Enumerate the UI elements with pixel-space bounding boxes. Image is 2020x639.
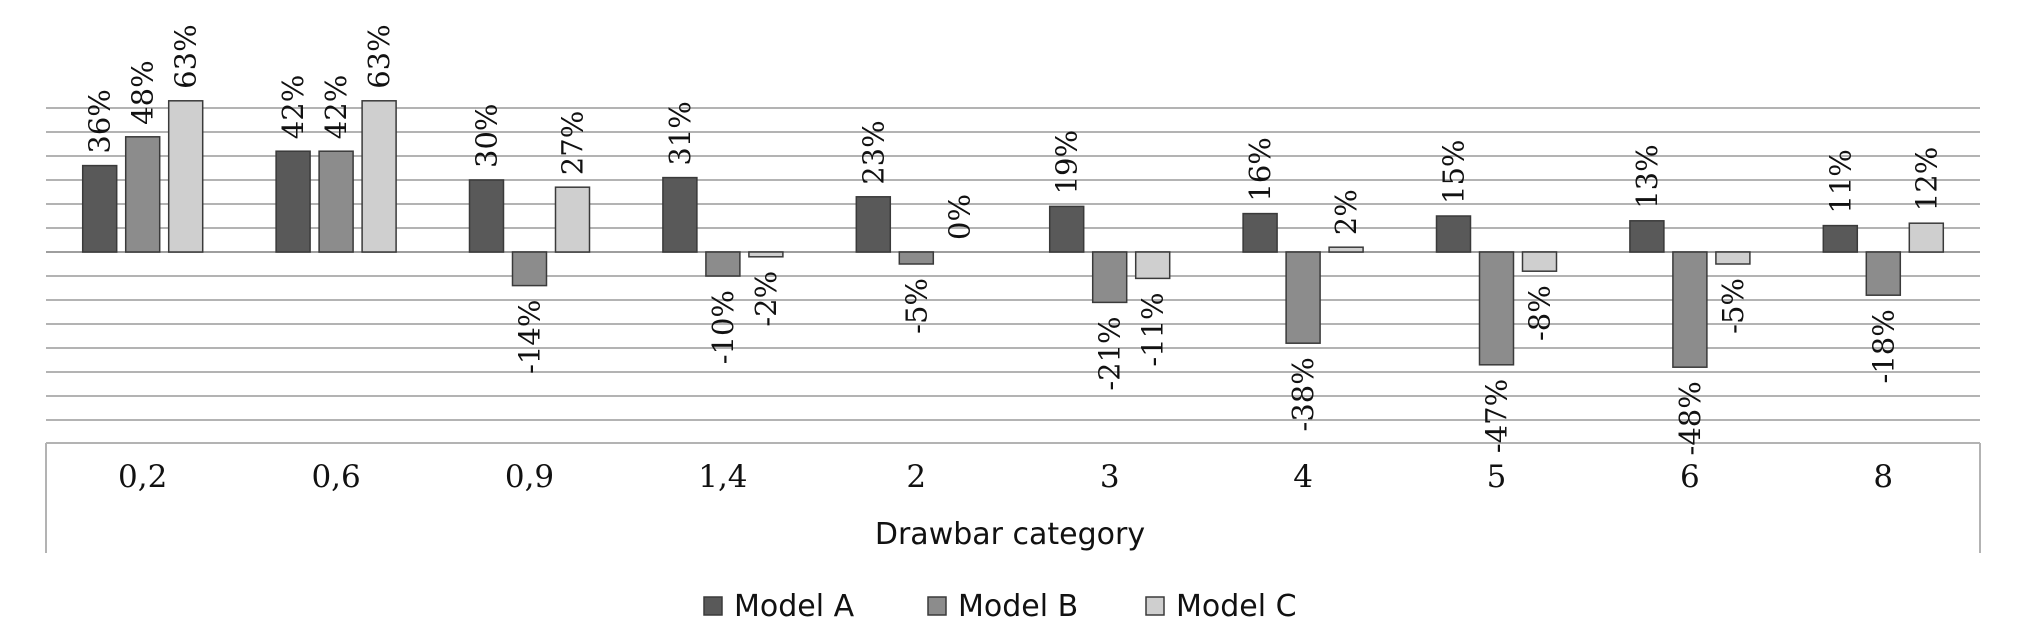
bar bbox=[318, 150, 354, 253]
bar bbox=[898, 251, 935, 265]
bar bbox=[1822, 224, 1859, 253]
tick-label: 0,2 bbox=[118, 459, 167, 495]
tick-label: 5 bbox=[1487, 459, 1507, 495]
data-label: 16% bbox=[1243, 137, 1277, 201]
bar bbox=[167, 100, 204, 253]
bar bbox=[1048, 205, 1085, 253]
bar bbox=[361, 100, 397, 253]
data-label: -11% bbox=[1136, 292, 1170, 366]
data-label: 23% bbox=[856, 120, 890, 184]
bar bbox=[1435, 215, 1472, 253]
category-axis-frame bbox=[45, 442, 1981, 553]
bar bbox=[275, 150, 311, 253]
data-label: 12% bbox=[1909, 147, 1943, 211]
data-label: 19% bbox=[1050, 130, 1084, 194]
bar bbox=[1715, 251, 1751, 265]
data-label: 0% bbox=[942, 194, 976, 240]
category-tick-labels: 0,2 0,6 0,9 1,4 2 3 4 5 6 8 bbox=[118, 459, 1893, 495]
legend-swatch bbox=[1145, 596, 1165, 616]
legend-label: Model C bbox=[1176, 589, 1297, 624]
bar bbox=[855, 196, 892, 253]
data-label: 42% bbox=[319, 75, 353, 139]
tick-label: 3 bbox=[1100, 459, 1120, 495]
bar bbox=[662, 176, 698, 253]
data-label: 27% bbox=[556, 111, 590, 175]
tick-label: 6 bbox=[1680, 459, 1700, 495]
bar bbox=[1091, 251, 1128, 304]
data-label: -5% bbox=[1716, 278, 1750, 334]
tick-label: 2 bbox=[906, 459, 926, 495]
data-label: -14% bbox=[513, 300, 547, 374]
data-label: -21% bbox=[1093, 316, 1127, 390]
legend-swatch bbox=[703, 596, 723, 616]
data-label: -48% bbox=[1673, 381, 1707, 455]
x-axis-title: Drawbar category bbox=[875, 517, 1145, 552]
data-label: 30% bbox=[470, 104, 504, 168]
data-label: 63% bbox=[169, 24, 203, 88]
data-label: 15% bbox=[1437, 140, 1471, 204]
tick-label: 4 bbox=[1293, 459, 1313, 495]
legend-label: Model B bbox=[958, 589, 1078, 624]
data-label: -10% bbox=[706, 290, 740, 364]
data-labels: 36% 42% 30% 31% 23% 19% 16% 15% 13% 11% 48% 42% -14%… bbox=[83, 24, 1944, 455]
bar bbox=[511, 251, 548, 287]
data-label: 42% bbox=[276, 75, 310, 139]
data-label: -38% bbox=[1286, 357, 1320, 431]
bar bbox=[1629, 220, 1665, 253]
data-label: -47% bbox=[1480, 379, 1514, 453]
bar bbox=[1134, 251, 1171, 280]
bar bbox=[1328, 246, 1364, 253]
data-label: 36% bbox=[83, 89, 117, 153]
data-label: 48% bbox=[126, 60, 160, 124]
tick-label: 0,6 bbox=[311, 459, 360, 495]
legend: Model A Model B Model C bbox=[703, 589, 1297, 624]
tick-label: 8 bbox=[1873, 459, 1893, 495]
bar bbox=[1865, 251, 1902, 296]
bar bbox=[1285, 251, 1321, 344]
bar bbox=[124, 136, 161, 253]
data-label: 31% bbox=[663, 101, 697, 165]
bar bbox=[81, 164, 118, 253]
data-label: 2% bbox=[1329, 189, 1363, 235]
bars bbox=[81, 100, 1945, 368]
data-label: -8% bbox=[1523, 285, 1557, 341]
bar bbox=[1908, 222, 1945, 253]
bar bbox=[705, 251, 741, 277]
bar bbox=[1521, 251, 1558, 272]
bar bbox=[1242, 212, 1278, 253]
data-label: -5% bbox=[899, 278, 933, 334]
bar bbox=[1672, 251, 1708, 368]
tick-label: 1,4 bbox=[698, 459, 747, 495]
tick-label: 0,9 bbox=[505, 459, 554, 495]
legend-label: Model A bbox=[734, 589, 855, 624]
bar bbox=[1478, 251, 1515, 366]
data-label: -2% bbox=[749, 271, 783, 327]
data-label: 11% bbox=[1823, 149, 1857, 213]
legend-swatch bbox=[927, 596, 947, 616]
bar bbox=[554, 186, 591, 253]
data-label: -18% bbox=[1866, 309, 1900, 383]
data-label: 63% bbox=[362, 24, 396, 88]
bar bbox=[748, 251, 784, 258]
bar bbox=[468, 179, 505, 253]
data-label: 13% bbox=[1630, 144, 1664, 208]
